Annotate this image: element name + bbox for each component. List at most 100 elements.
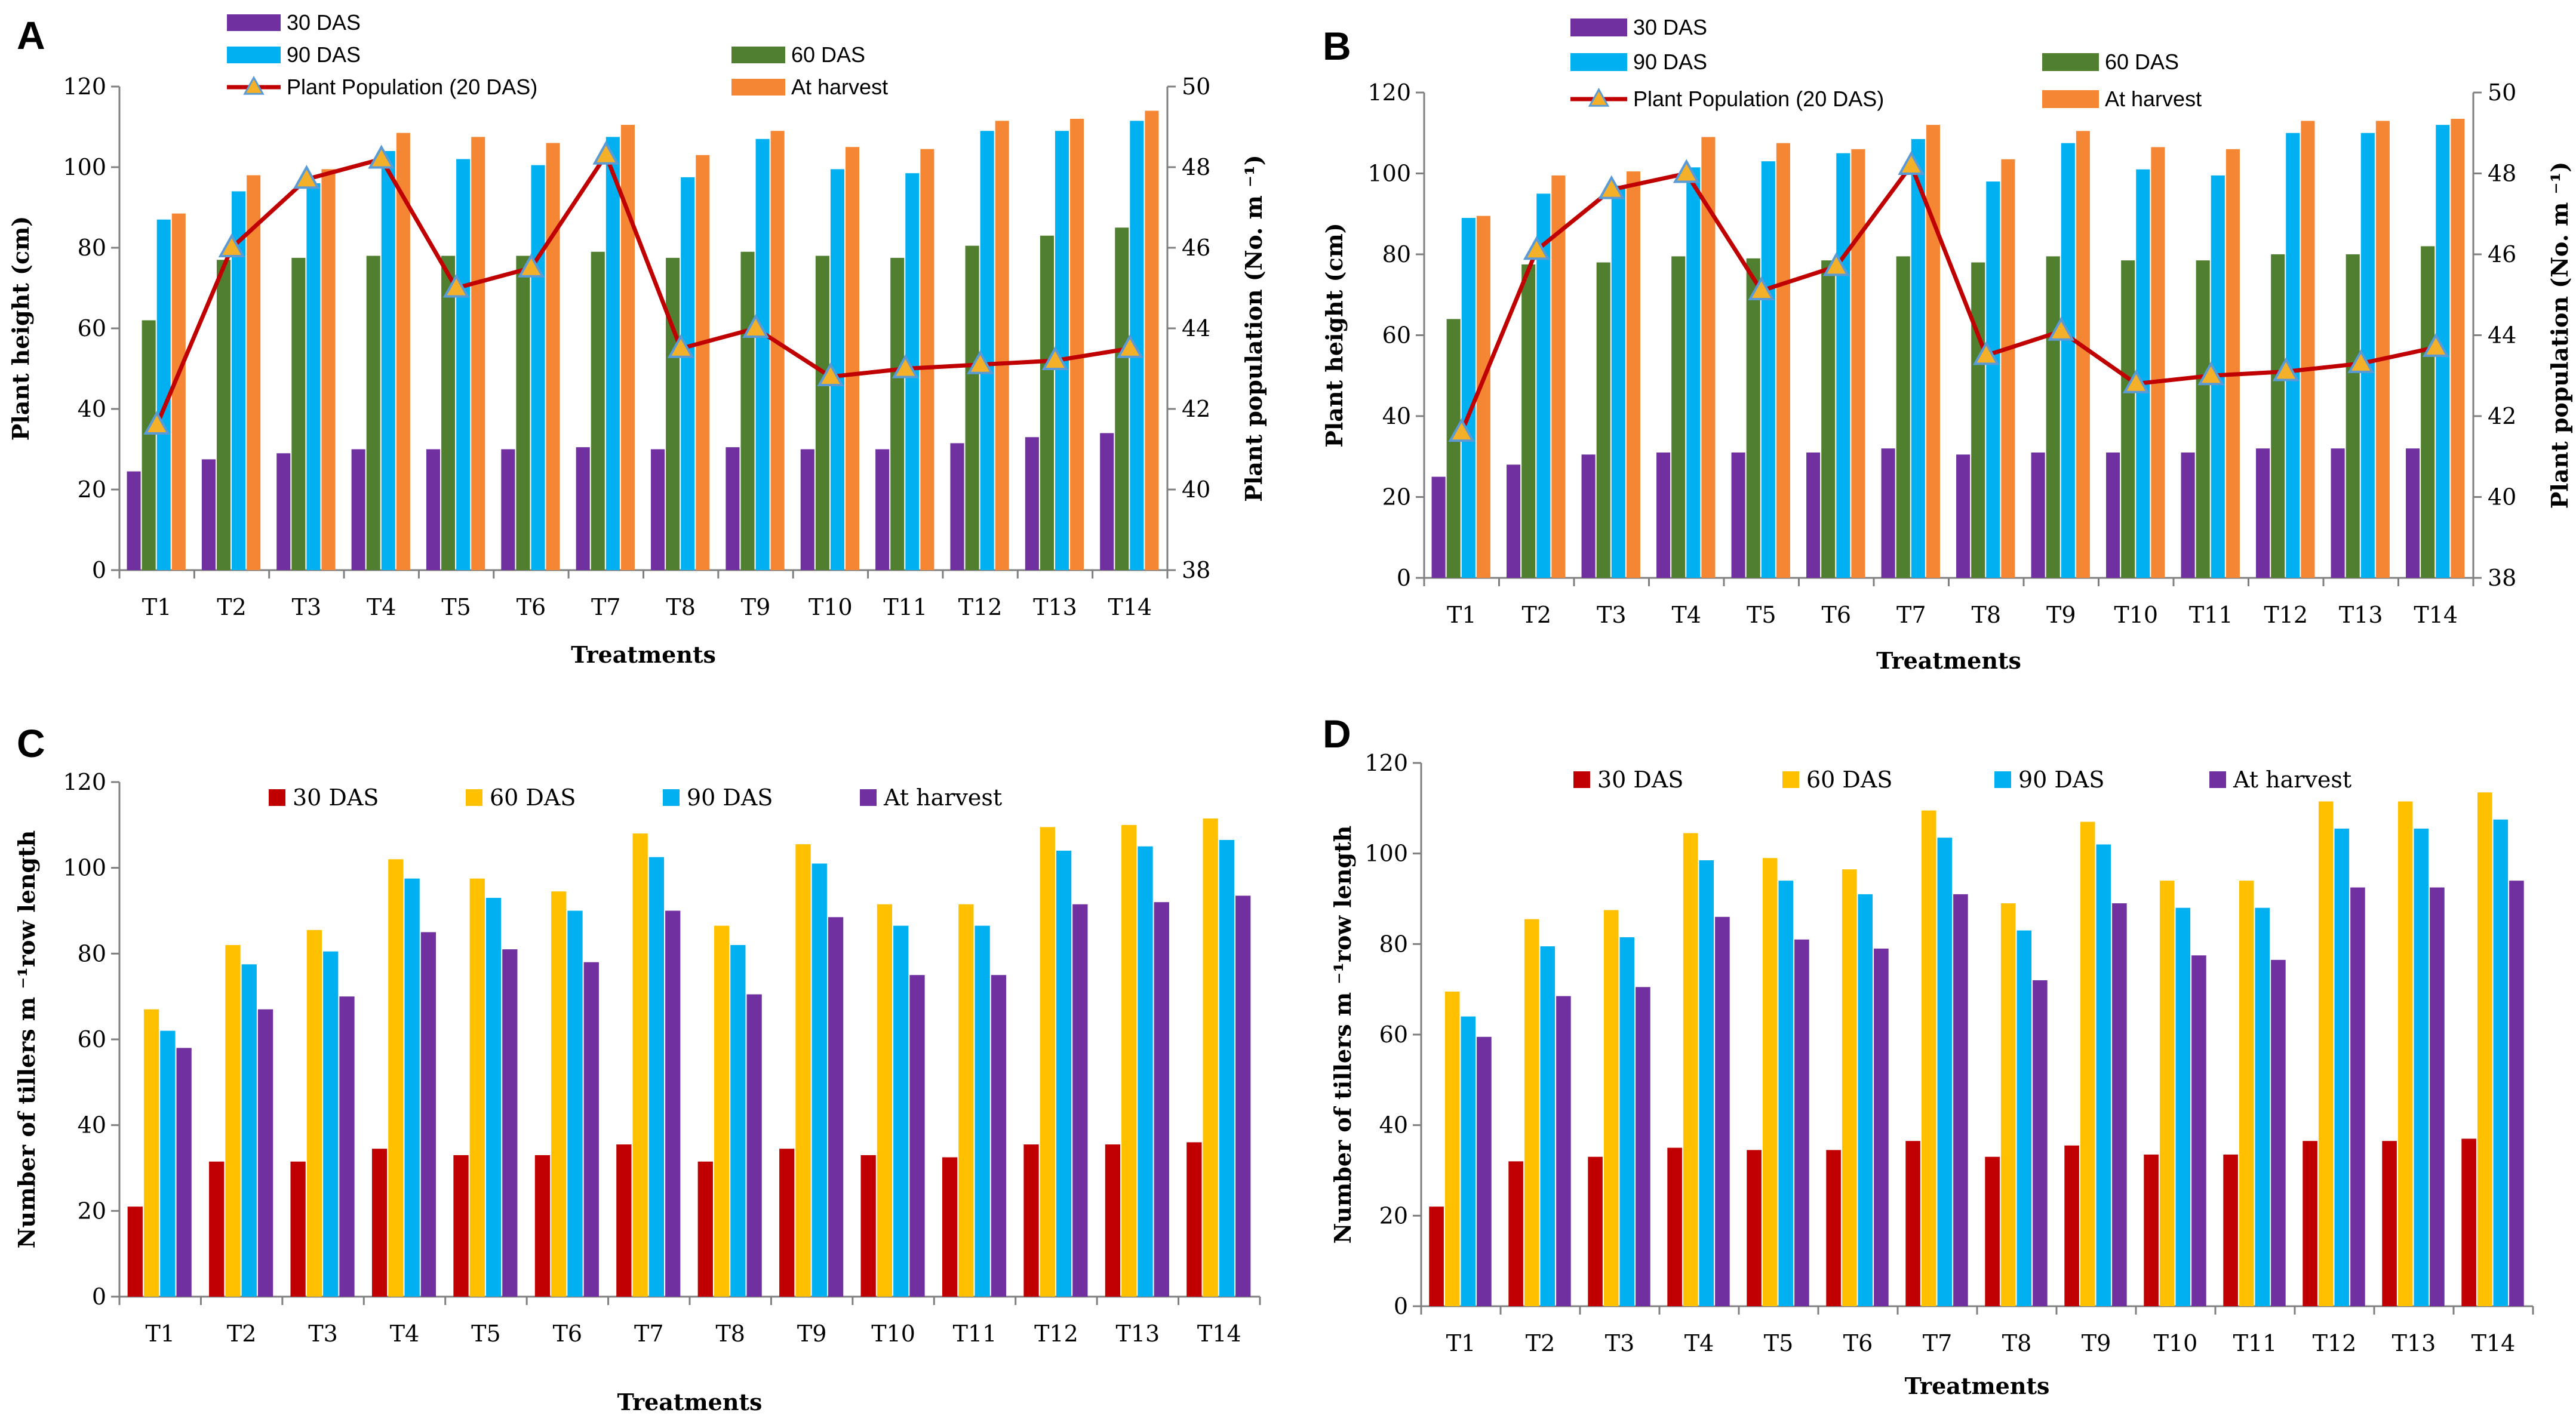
legend-swatch [2042,53,2099,71]
y-tick-label: 40 [1382,403,1411,429]
bar [2000,903,2016,1306]
x-tick-label: T14 [2414,602,2458,628]
x-tick-label: T6 [517,594,546,620]
x-axis-title: Treatments [1905,1372,2050,1399]
bar [1794,939,1809,1306]
bar [1731,452,1745,578]
bar [2414,828,2429,1306]
bar [534,1155,551,1297]
bar [893,925,909,1297]
x-tick-label: T14 [1197,1321,1241,1347]
x-tick-label: T4 [1671,602,1701,628]
bar [225,944,241,1297]
legend-label: 30 DAS [287,10,361,35]
panel-a: A 0 20 40 60 80 100 120 T1 T2 T3 T4 T5 T6 T7 T8 T9 T10 T11… [7,10,1267,668]
population-point [442,273,470,298]
bar [306,930,322,1297]
legend-swatch [731,79,785,96]
legend-label: 90 DAS [287,42,361,67]
y-tick-label: 0 [1397,565,1411,591]
bar [583,962,599,1297]
x-tick-label: T4 [1684,1330,1714,1356]
y2-tick-label: 42 [1182,396,1210,422]
bar [469,878,485,1297]
x-tick-label: T4 [390,1321,420,1347]
bar [1905,1141,1920,1306]
bar [1986,181,2000,578]
panel-letter: C [17,721,45,765]
bar [2016,930,2032,1306]
legend-label: 60 DAS [791,42,865,67]
bar [1671,256,1686,578]
x-tick-label: T6 [553,1321,583,1347]
bar [456,159,471,570]
bar [1444,991,1460,1306]
x-tick-label: T8 [666,594,696,620]
x-tick-label: T7 [1923,1330,1953,1356]
y-tick-label: 40 [78,396,106,422]
population-point [1041,346,1069,370]
bar [1540,946,1556,1306]
bar [323,951,339,1297]
bar [2346,254,2360,578]
bar [958,904,974,1297]
bar [632,833,648,1297]
bar [2225,149,2240,578]
bar [1040,827,1055,1297]
bar [1746,258,1760,578]
y-tick-label: 20 [78,1198,106,1224]
panel-c: C 0 20 40 60 80 100 120 T1 T2 T3 T4 T5 T6 T7 T8 T9 T10 T11… [13,721,1261,1415]
bar [1896,256,1910,578]
bar [1235,895,1251,1297]
legend-swatch [1573,771,1590,788]
legend-swatch [663,789,680,806]
bar [845,147,860,570]
y2-axis-title: Plant population (No. m ⁻¹) [1240,155,1267,501]
bar [2331,448,2345,578]
bar [2301,121,2315,578]
bar [1461,218,1475,578]
population-point [2422,333,2449,357]
bar [216,260,231,570]
bar [1138,846,1153,1297]
x-axis-title: Treatments [571,641,716,668]
bar [381,151,395,570]
population-point [1673,159,1700,183]
bar [991,975,1007,1297]
bar [1881,448,1895,578]
x-axis-title: Treatments [1876,647,2021,674]
bar [1686,167,1701,578]
bar [1070,119,1084,570]
bar [815,256,829,570]
y-tick-label: 100 [63,154,106,180]
legend-swatch [2042,90,2099,108]
bar [551,891,567,1297]
bar [828,917,844,1297]
x-tick-label: T10 [2154,1330,2198,1356]
bar [1476,216,1490,578]
bar [1121,824,1137,1297]
bar [441,256,456,570]
x-tick-label: T10 [2114,602,2158,628]
bar [2286,133,2300,578]
bar [276,453,291,570]
population-line [1459,161,2436,433]
bar [156,219,171,570]
population-point [1523,236,1550,260]
x-tick-label: T14 [2472,1330,2516,1356]
bar [1776,143,1790,578]
legend-marker [243,75,265,95]
x-tick-label: T1 [1446,1330,1476,1356]
y2-tick-label: 48 [2488,161,2516,187]
bar [714,925,730,1297]
bar [2256,448,2270,578]
population-point [2197,361,2225,386]
x-tick-label: T12 [2264,602,2308,628]
x-tick-label: T10 [871,1321,915,1347]
bar [1826,1150,1841,1306]
y-tick-label: 20 [78,476,106,503]
bar [2064,1145,2079,1306]
bar [648,857,665,1297]
panel-d: D 0 20 40 60 80 100 120 T1 T2 T3 T4 T5 T6 T7 T8 T9 T10 T11… [1323,712,2534,1399]
